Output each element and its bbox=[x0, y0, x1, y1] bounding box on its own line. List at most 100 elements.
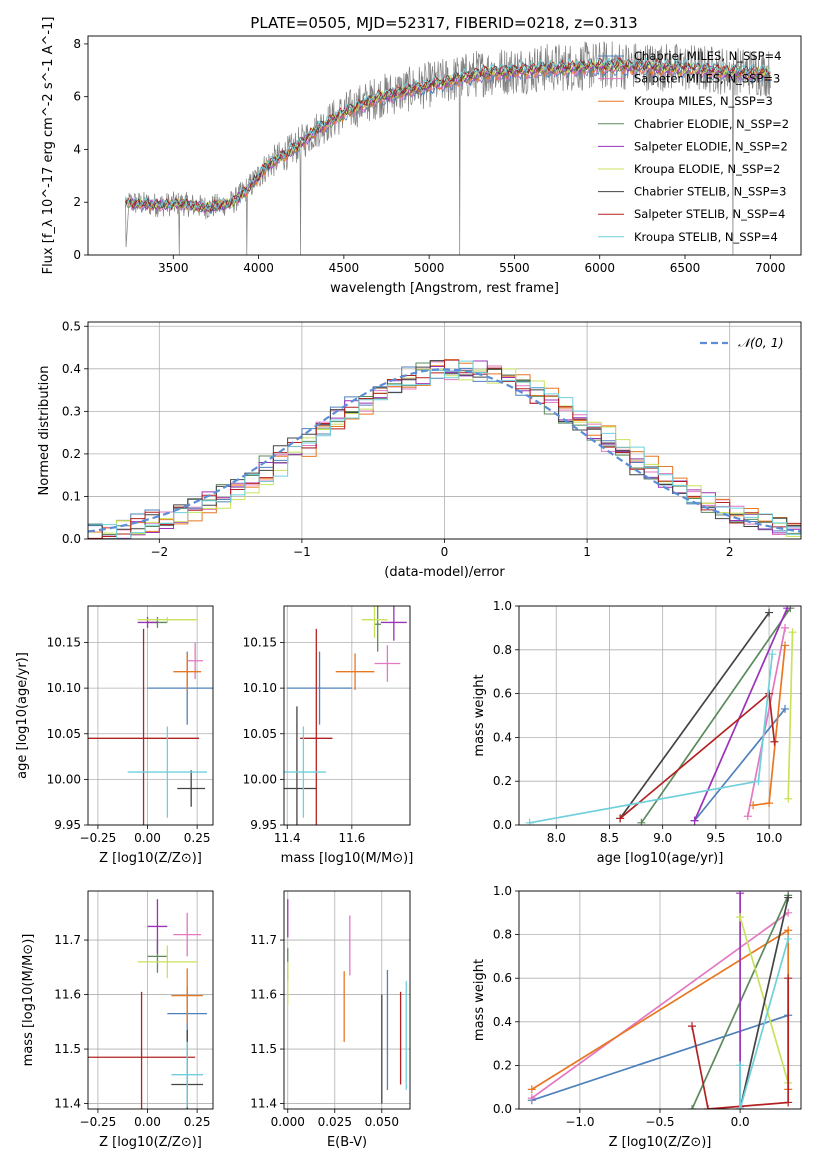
weight-point-marker bbox=[781, 704, 790, 713]
x-axis-label: age [log10(age/yr)] bbox=[597, 851, 724, 866]
weight-point-marker bbox=[704, 1105, 713, 1109]
data-point bbox=[374, 606, 381, 652]
x-tick-label: 4500 bbox=[329, 261, 360, 275]
legend-entry: Salpeter STELIB, N_SSP=4 bbox=[634, 207, 785, 221]
observed-spectrum-line bbox=[125, 41, 771, 255]
data-point bbox=[187, 642, 204, 679]
weight-point-marker bbox=[784, 974, 793, 983]
weight-point-marker bbox=[784, 934, 793, 943]
weight-series-line bbox=[739, 938, 789, 1109]
axes-mass_vs_Z: −0.25 0.00 0.25 11.4 11.5 11.6 11.7 Z [log10(Z/… bbox=[21, 890, 214, 1150]
y-tick-label: 11.6 bbox=[250, 988, 277, 1002]
data-point bbox=[374, 645, 401, 682]
data-point bbox=[171, 1041, 204, 1108]
axes-weight_vs_age: 8.0 8.5 9.0 9.5 10.0 0.0 0.2 0.4 0.6 0.8 1.0 age [l… bbox=[472, 599, 802, 866]
x-axis-label: E(B-V) bbox=[327, 1135, 367, 1150]
y-axis-label: mass weight bbox=[472, 959, 487, 1041]
y-tick-label: 10.10 bbox=[47, 681, 81, 695]
data-point bbox=[335, 653, 375, 690]
x-tick-label: −0.25 bbox=[80, 1115, 117, 1129]
x-tick-label: 6500 bbox=[670, 261, 701, 275]
y-tick-label: 10.00 bbox=[47, 772, 81, 786]
x-tick-label: 1 bbox=[583, 545, 591, 559]
weight-series-line bbox=[693, 708, 786, 822]
weight-point-marker bbox=[527, 1094, 536, 1103]
y-axis-label: age [log10(age/yr)] bbox=[15, 652, 30, 779]
x-tick-label: 9.5 bbox=[706, 831, 725, 845]
weight-point-marker bbox=[736, 913, 745, 922]
x-tick-label: −2 bbox=[150, 545, 168, 559]
weight-point-marker bbox=[788, 628, 797, 637]
plot-area-residuals bbox=[88, 359, 801, 539]
model-series-line bbox=[125, 56, 771, 211]
axes-mass_vs_EBV: 0.000 0.025 0.050 11.4 11.5 11.6 11.7 E(B-V) bbox=[250, 890, 411, 1150]
y-tick-label: 0.4 bbox=[62, 362, 81, 376]
weight-point-marker bbox=[690, 816, 699, 825]
x-tick-label: −1 bbox=[293, 545, 311, 559]
data-point bbox=[88, 991, 196, 1109]
legend-entry: 𝒩(0, 1) bbox=[738, 335, 784, 350]
weight-series-line bbox=[746, 627, 786, 817]
legend: Chabrier MILES, N_SSP=4 Salpeter MILES, N… bbox=[598, 49, 789, 244]
data-point bbox=[177, 770, 206, 807]
y-tick-label: 10.10 bbox=[243, 681, 277, 695]
y-tick-label: 6 bbox=[73, 90, 81, 104]
weight-series-line bbox=[531, 1014, 789, 1102]
y-tick-label: 0.4 bbox=[493, 730, 512, 744]
weight-series-line bbox=[531, 912, 789, 1099]
weight-point-marker bbox=[736, 1105, 745, 1109]
y-tick-label: 0.5 bbox=[62, 319, 81, 333]
plot-area-weight_vs_age bbox=[525, 606, 797, 825]
plot-area-mass_vs_EBV bbox=[287, 899, 407, 1104]
x-axis-label: wavelength [Angstrom, rest frame] bbox=[330, 281, 559, 296]
x-tick-label: 0.050 bbox=[365, 1115, 399, 1129]
weight-point-marker bbox=[783, 606, 792, 613]
y-tick-label: 0.0 bbox=[493, 818, 512, 832]
y-tick-label: 0.3 bbox=[62, 404, 81, 418]
data-point bbox=[173, 912, 202, 957]
x-tick-label: 0.0 bbox=[731, 1115, 750, 1129]
legend-entry: Chabrier MILES, N_SSP=4 bbox=[634, 49, 781, 63]
plot-area-weight_vs_Z bbox=[527, 891, 793, 1109]
weight-point-marker bbox=[688, 1022, 697, 1031]
x-tick-label: 5000 bbox=[414, 261, 445, 275]
axes-frame bbox=[87, 890, 214, 1110]
axes-weight_vs_Z: −1.0 −0.5 0.0 0.0 0.2 0.4 0.6 0.8 1.0 Z [log10(Z/… bbox=[472, 884, 802, 1150]
y-tick-label: 10.05 bbox=[243, 727, 277, 741]
y-tick-label: 11.4 bbox=[54, 1097, 81, 1111]
legend-entry: Kroupa STELIB, N_SSP=4 bbox=[634, 230, 778, 244]
y-tick-label: 0.2 bbox=[493, 774, 512, 788]
figure-title: PLATE=0505, MJD=52317, FIBERID=0218, z=0… bbox=[250, 14, 637, 32]
y-axis-label: Flux [f_λ 10^-17 erg cm^-2 s^-1 A^-1] bbox=[41, 17, 56, 275]
data-point bbox=[137, 945, 198, 979]
y-tick-label: 0.8 bbox=[493, 643, 512, 657]
y-tick-label: 11.6 bbox=[54, 988, 81, 1002]
y-tick-label: 0.0 bbox=[62, 532, 81, 546]
x-tick-label: −0.25 bbox=[80, 831, 117, 845]
weight-series-line bbox=[693, 607, 788, 821]
x-tick-label: 11.6 bbox=[338, 831, 365, 845]
x-tick-label: 10.0 bbox=[756, 831, 783, 845]
data-point bbox=[137, 616, 198, 623]
x-tick-label: 0 bbox=[441, 545, 449, 559]
weight-point-marker bbox=[784, 794, 793, 803]
weight-point-marker bbox=[616, 814, 625, 823]
legend-entry: Kroupa ELODIE, N_SSP=2 bbox=[634, 162, 780, 176]
legend-entry: Chabrier ELODIE, N_SSP=2 bbox=[634, 117, 789, 131]
weight-point-marker bbox=[781, 623, 790, 632]
y-tick-label: 0.2 bbox=[493, 1058, 512, 1072]
plot-area-mass_vs_Z bbox=[88, 899, 208, 1109]
x-tick-label: 0.025 bbox=[318, 1115, 352, 1129]
data-point bbox=[284, 726, 326, 818]
x-tick-label: 0.25 bbox=[184, 831, 211, 845]
y-tick-label: 11.5 bbox=[54, 1042, 81, 1056]
plot-area-age_vs_Z bbox=[88, 616, 213, 825]
weight-point-marker bbox=[736, 1061, 745, 1070]
data-point bbox=[127, 726, 208, 818]
legend-entry: Chabrier STELIB, N_SSP=3 bbox=[634, 185, 786, 199]
y-tick-label: 11.7 bbox=[54, 933, 81, 947]
y-tick-label: 9.95 bbox=[250, 818, 277, 832]
y-tick-label: 10.15 bbox=[243, 636, 277, 650]
axes-frame bbox=[518, 605, 802, 826]
